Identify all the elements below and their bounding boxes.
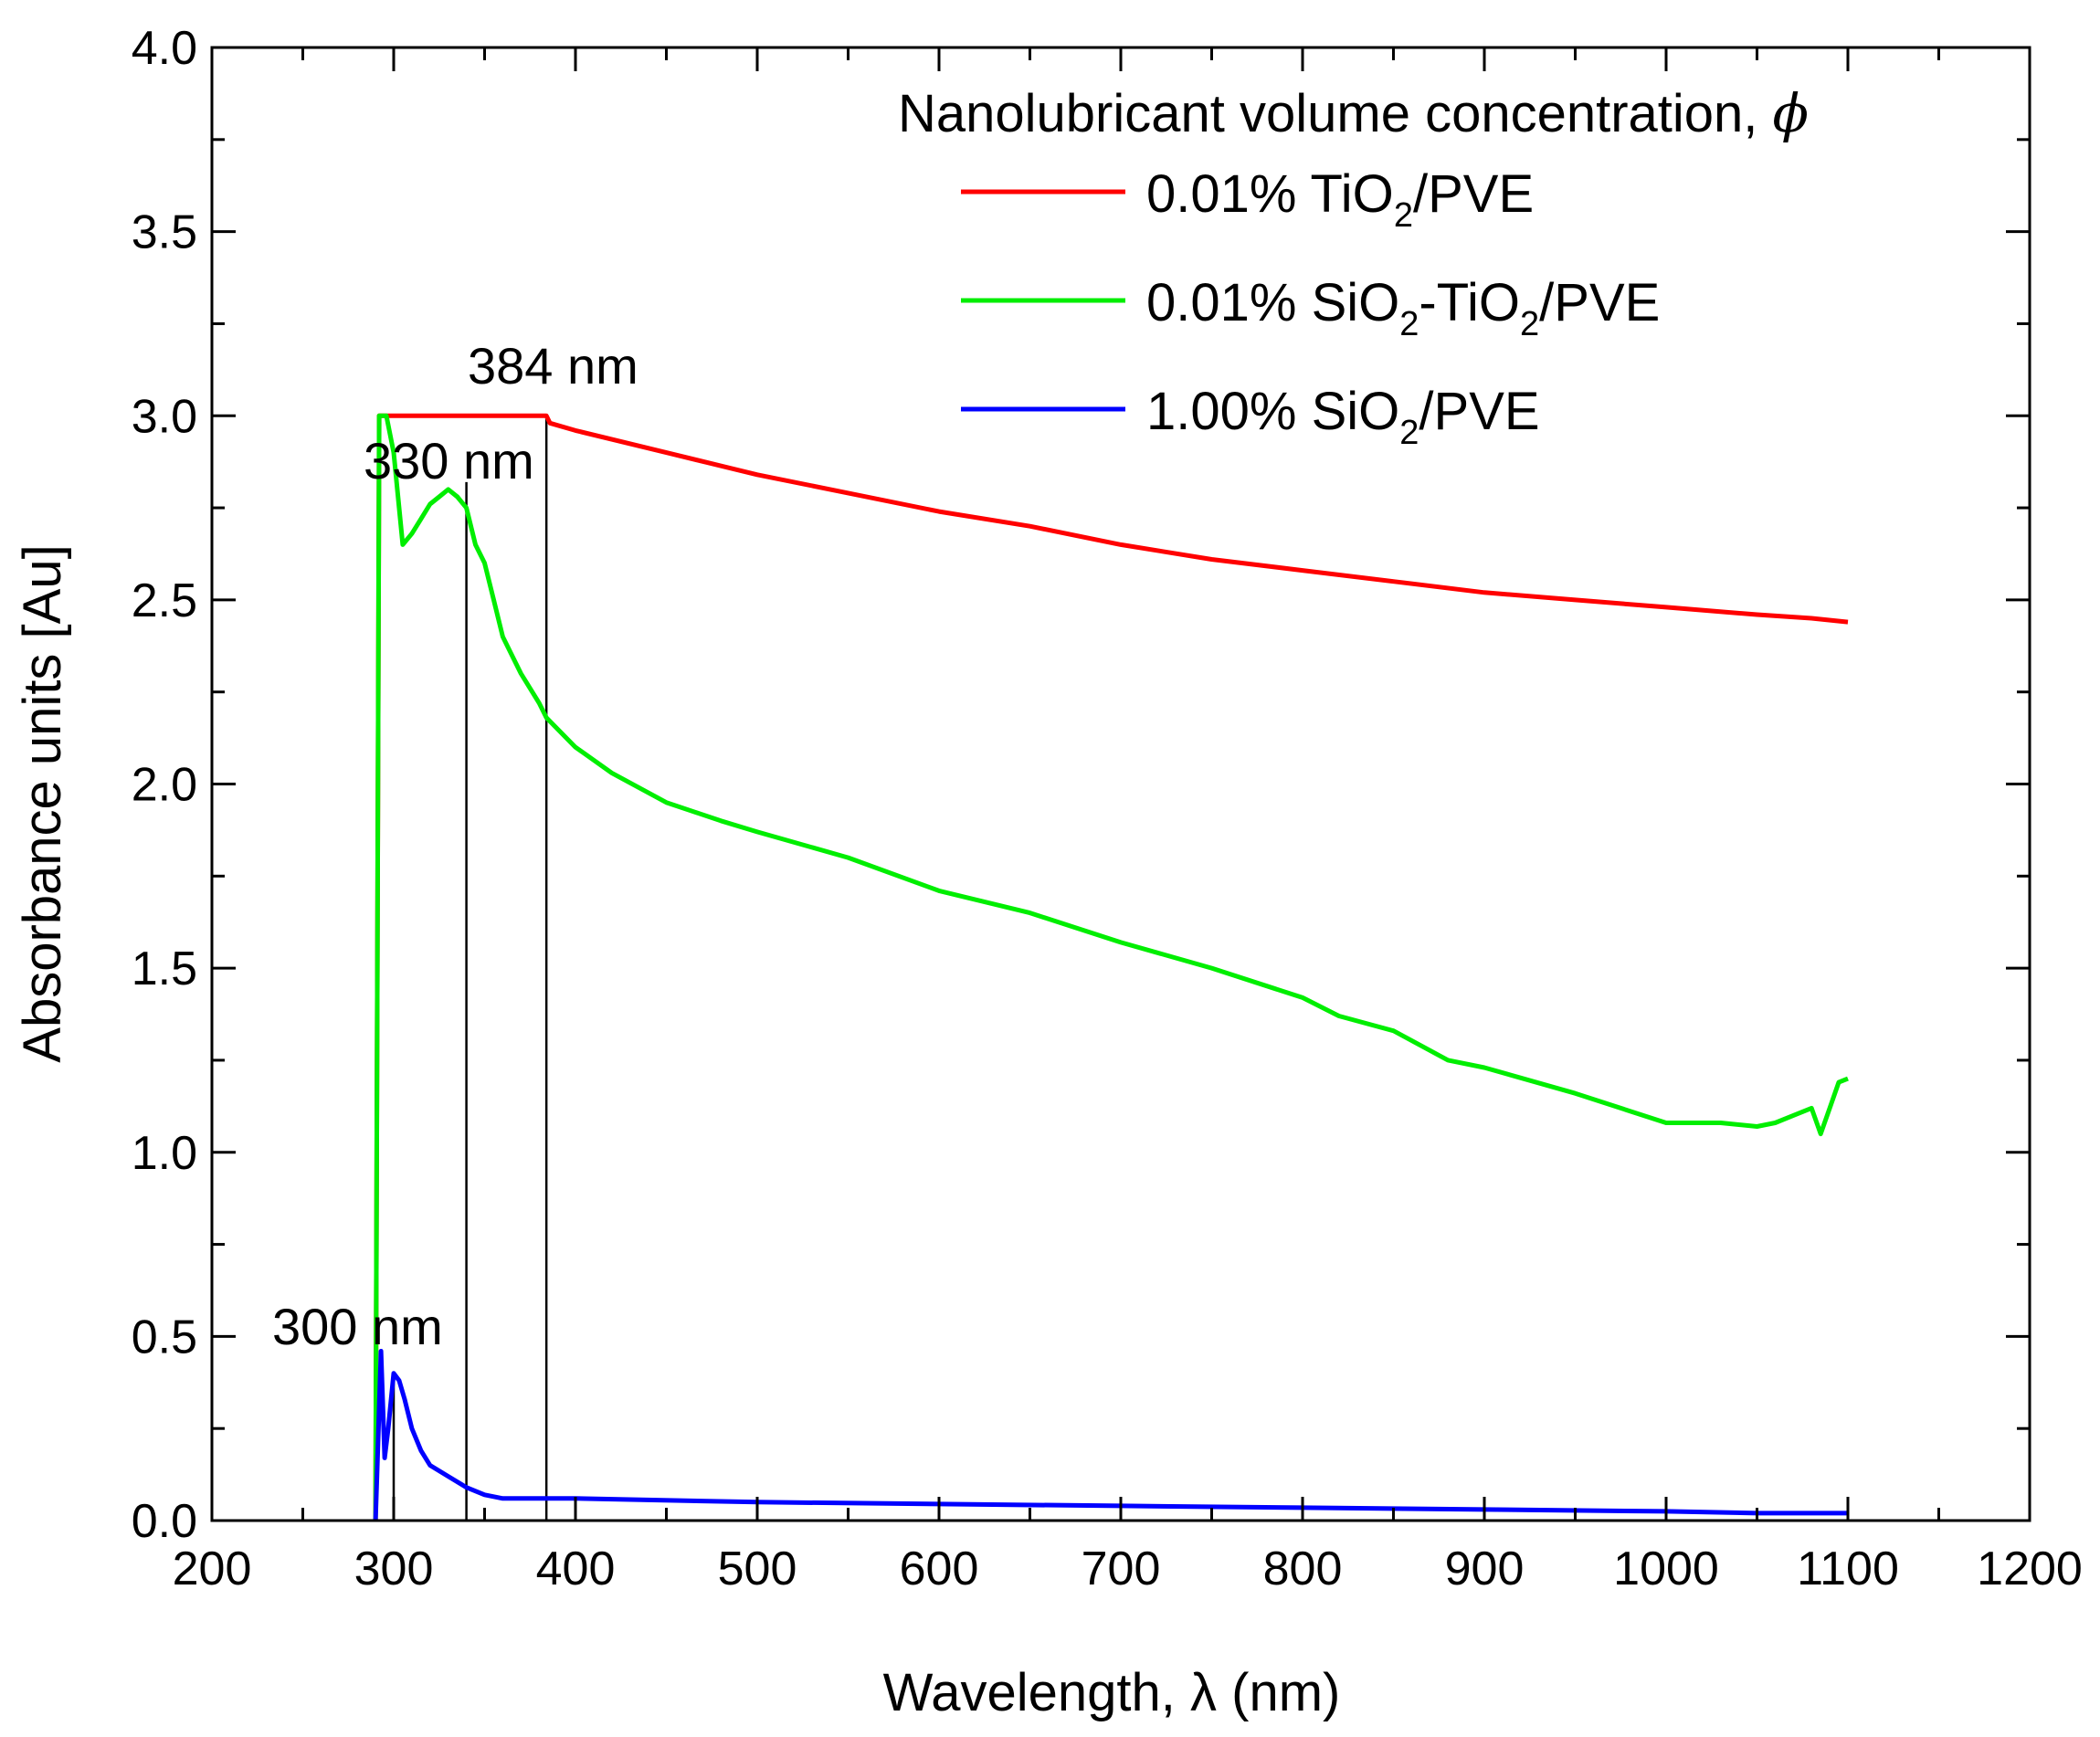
plot-frame xyxy=(210,46,2031,1522)
annotation-330nm: 330 nm xyxy=(364,432,534,490)
annotation-384nm: 384 nm xyxy=(468,337,638,395)
x-tick-label: 800 xyxy=(1263,1542,1343,1595)
annotation-300nm: 300 nm xyxy=(272,1298,443,1355)
y-tick-label: 2.0 xyxy=(132,759,197,812)
x-tick-label: 1000 xyxy=(1613,1542,1719,1595)
y-tick-label: 4.0 xyxy=(132,22,197,75)
y-tick-label: 1.5 xyxy=(132,942,197,995)
annotations: 384 nm 330 nm 300 nm xyxy=(272,337,638,1355)
series-line-0 xyxy=(373,413,1849,1521)
legend-label-sio2-tio2: 0.01% SiO2-TiO2/PVE xyxy=(1146,273,1660,343)
series-line-2 xyxy=(373,1349,1848,1521)
series-group xyxy=(373,413,1849,1521)
x-tick-label: 500 xyxy=(718,1542,797,1595)
x-tick-label: 900 xyxy=(1445,1542,1525,1595)
legend-title-text: Nanolubricant volume concentration, xyxy=(898,84,1773,143)
x-tick-labels: 200 300 400 500 600 700 800 900 1000 1100 1200 xyxy=(173,1542,2083,1595)
y-tick-label: 0.0 xyxy=(132,1495,197,1548)
marker-lines xyxy=(392,416,548,1521)
legend-label-tio2: 0.01% TiO2/PVE xyxy=(1146,164,1534,235)
x-tick-label: 300 xyxy=(354,1542,434,1595)
y-axis-title: Absorbance units [Au] xyxy=(13,544,72,1062)
y-tick-label: 2.5 xyxy=(132,574,197,627)
y-tick-label: 3.5 xyxy=(132,206,197,259)
y-tick-label: 3.0 xyxy=(132,390,197,443)
x-tick-label: 1200 xyxy=(1977,1542,2083,1595)
series-line-1 xyxy=(373,413,1849,1521)
x-tick-label: 600 xyxy=(900,1542,979,1595)
legend-title: Nanolubricant volume concentration, ϕ xyxy=(898,82,1809,144)
y-tick-label: 0.5 xyxy=(132,1311,197,1363)
x-tick-label: 1100 xyxy=(1797,1542,1899,1595)
legend-title-symbol: ϕ xyxy=(1773,82,1810,144)
x-axis-title: Wavelength, λ (nm) xyxy=(883,1663,1341,1722)
axis-ticks xyxy=(210,46,2031,1522)
y-tick-label: 1.0 xyxy=(132,1127,197,1180)
x-tick-label: 200 xyxy=(173,1542,252,1595)
y-tick-labels: 0.0 0.5 1.0 1.5 2.0 2.5 3.0 3.5 4.0 xyxy=(132,22,197,1548)
legend-label-sio2: 1.00% SiO2/PVE xyxy=(1146,382,1540,452)
x-tick-label: 700 xyxy=(1082,1542,1161,1595)
legend: Nanolubricant volume concentration, ϕ 0.… xyxy=(898,82,1809,452)
x-tick-label: 400 xyxy=(536,1542,616,1595)
